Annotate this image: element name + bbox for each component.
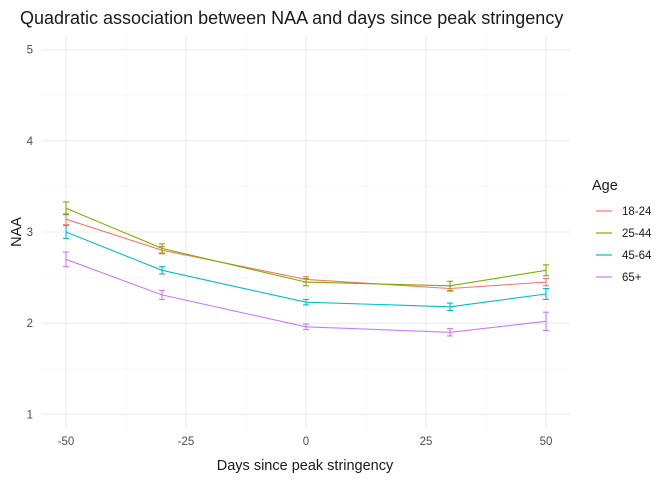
y-tick-label: 3 [27,227,33,239]
legend-title: Age [592,178,618,194]
y-tick-label: 2 [27,318,33,330]
legend-label: 45-64 [622,250,652,262]
error-bar [303,298,309,306]
x-tick-label: -25 [178,436,195,448]
y-tick-label: 5 [27,45,33,57]
error-bar [543,311,549,332]
x-tick-label: 0 [303,436,309,448]
error-bar [159,289,165,301]
series-layer [63,201,549,337]
series-25-44 [63,201,549,291]
y-tick-label: 1 [27,409,33,421]
error-bar [159,243,165,254]
error-bar [447,302,453,311]
error-bar [63,201,69,216]
series-65+ [63,251,549,337]
x-axis-title: Days since peak stringency [217,458,394,474]
error-bar [543,287,549,301]
error-bar [543,264,549,277]
legend-items: 18-24 25-44 45-64 65+ [596,206,652,284]
legend-label: 25-44 [622,228,652,240]
error-bar [447,280,453,291]
legend-item: 18-24 [596,206,652,218]
x-axis-tick-labels: -50 -25 0 25 50 [58,436,553,448]
chart-title: Quadratic association between NAA and da… [20,8,563,28]
y-tick-label: 4 [27,136,34,148]
error-bar [303,323,309,331]
error-bar [303,277,309,287]
error-bar [63,251,69,268]
error-bar [63,225,69,239]
legend: Age 18-24 25-44 45-64 65+ [592,178,652,284]
error-bar [543,277,549,287]
x-tick-label: 25 [420,436,433,448]
grid [42,36,570,428]
error-bar [447,328,453,337]
legend-item: 45-64 [596,250,652,262]
legend-label: 65+ [622,272,642,284]
legend-item: 25-44 [596,228,652,240]
error-bar [159,266,165,275]
x-tick-label: -50 [58,436,75,448]
error-bar [63,213,69,226]
legend-label: 18-24 [622,206,652,218]
y-axis-title: NAA [9,217,25,247]
x-tick-label: 50 [540,436,553,448]
series-45-64 [63,225,549,311]
y-axis-tick-labels: 1 2 3 4 5 [27,45,34,422]
legend-item: 65+ [596,272,642,284]
